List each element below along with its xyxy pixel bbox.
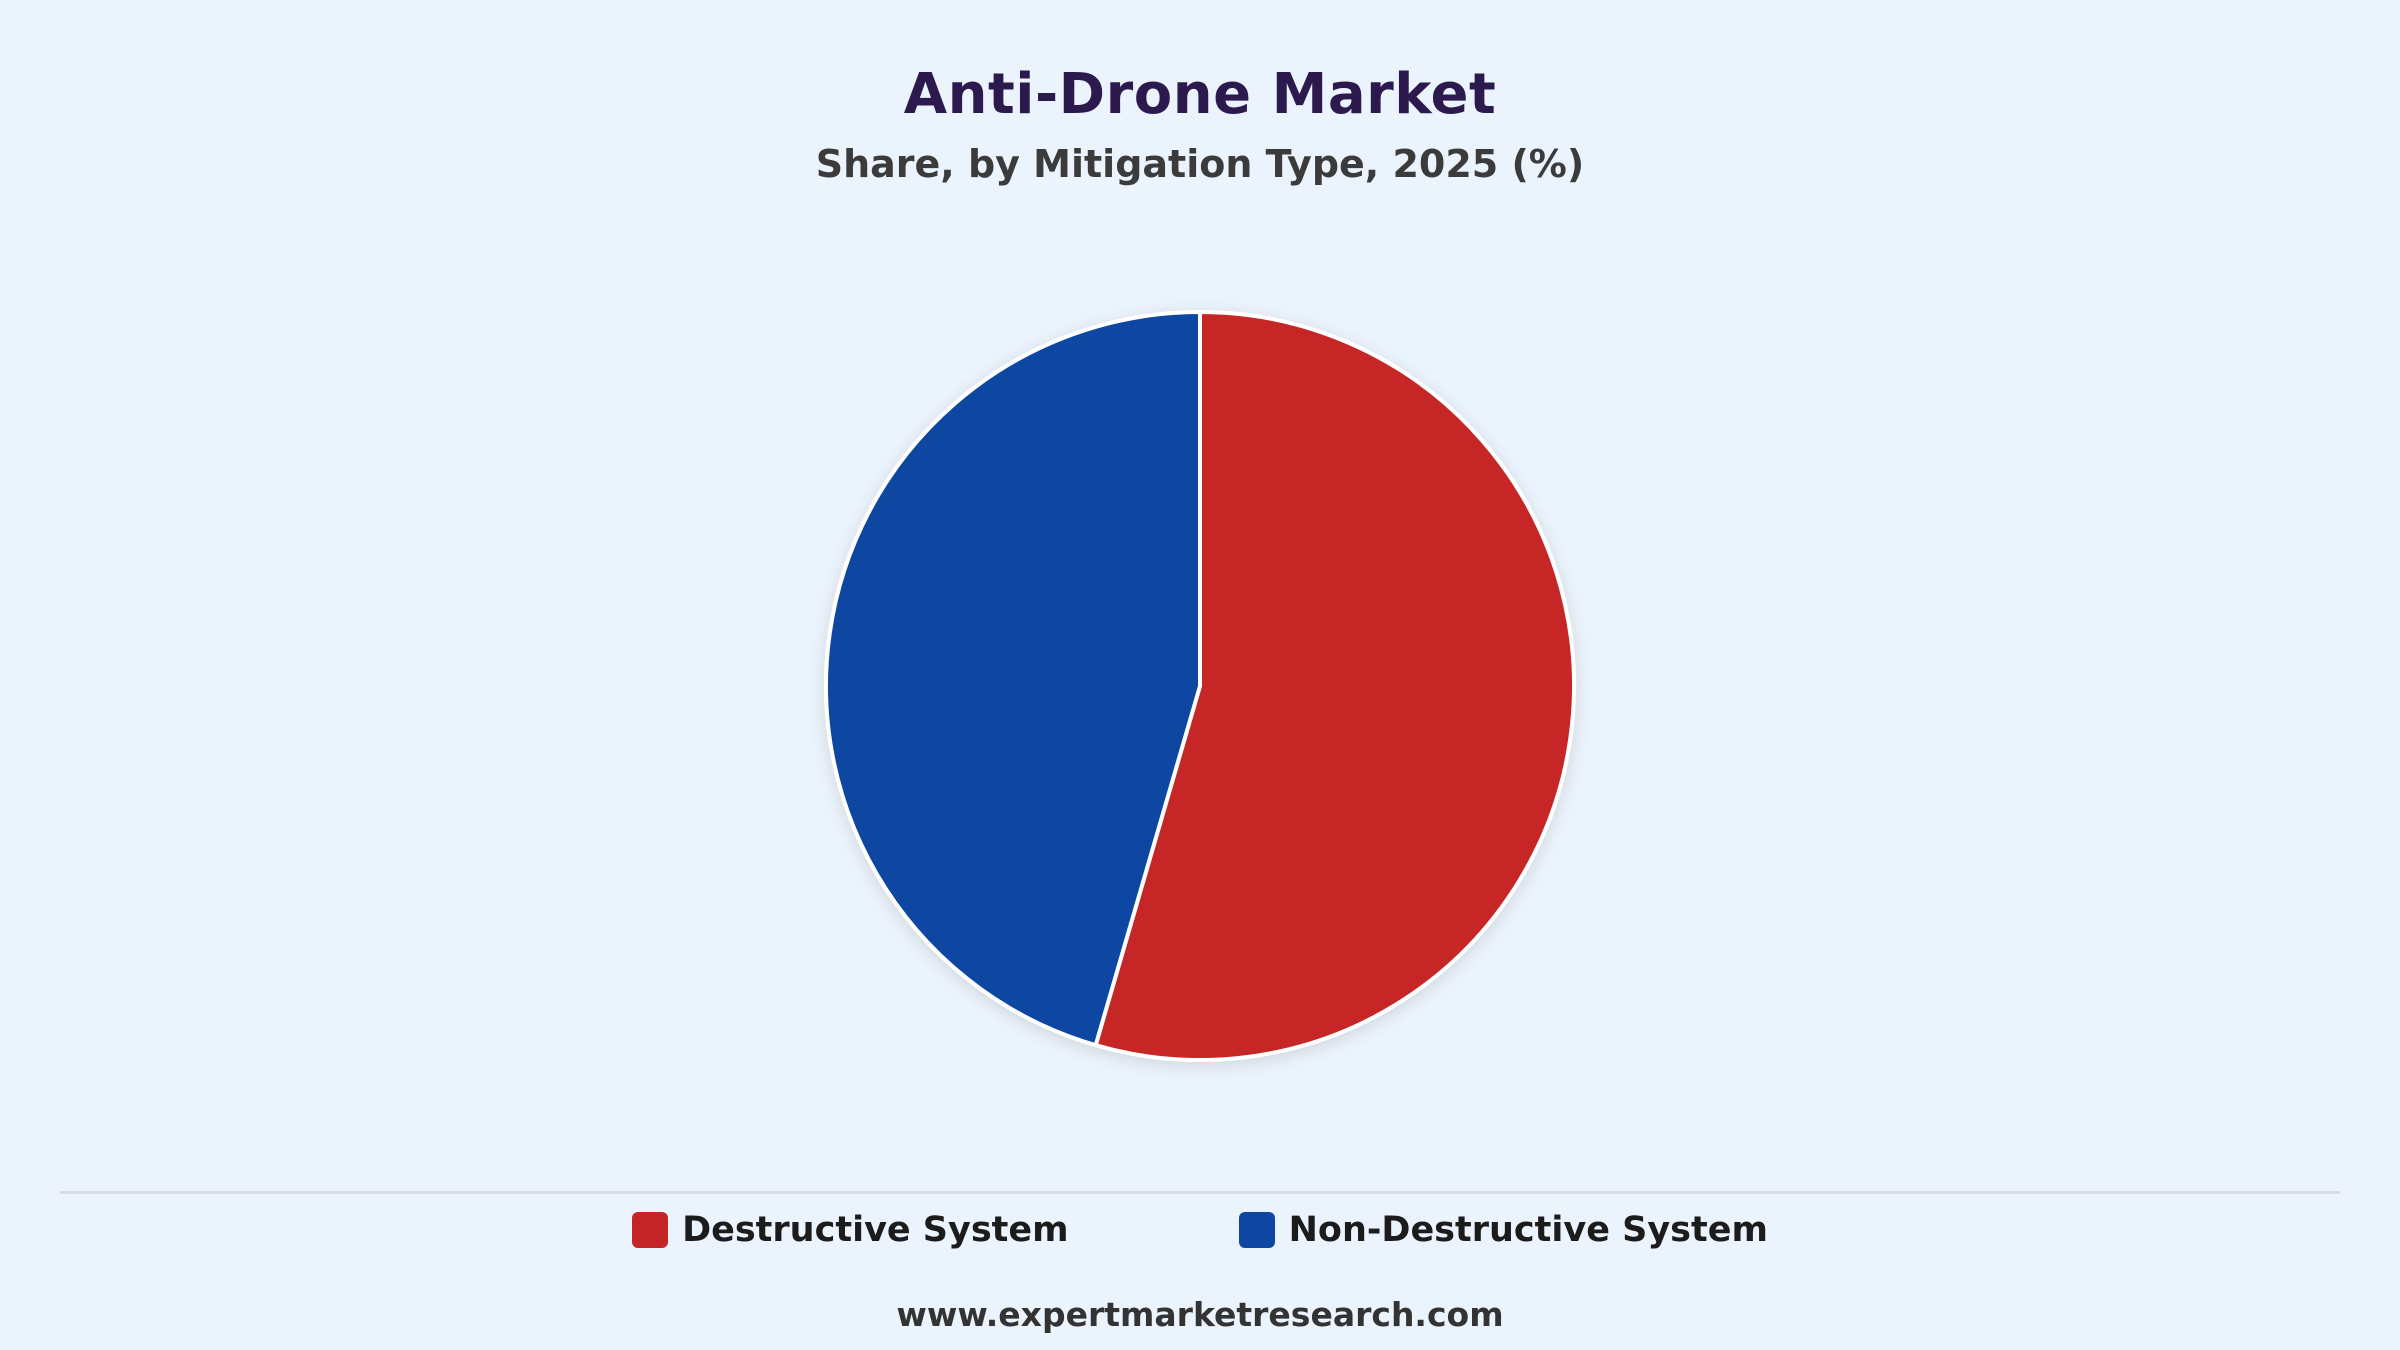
legend-label-destructive: Destructive System (682, 1210, 1069, 1250)
legend-swatch-destructive (632, 1212, 669, 1248)
legend-item-non-destructive[interactable]: Non-Destructive System (1238, 1210, 1768, 1250)
legend-label-non-destructive: Non-Destructive System (1288, 1210, 1768, 1250)
source-footer: www.expertmarketresearch.com (896, 1295, 1504, 1334)
chart-subtitle: Share, by Mitigation Type, 2025 (%) (815, 142, 1585, 186)
legend: Destructive System Non-Destructive Syste… (0, 1208, 2400, 1252)
pie-slices (824, 310, 1576, 1062)
legend-item-destructive[interactable]: Destructive System (632, 1210, 1069, 1250)
chart-title: Anti-Drone Market (903, 62, 1497, 127)
legend-divider (60, 1191, 2340, 1194)
pie-slice-non-destructive-system[interactable] (824, 310, 1202, 1048)
pie-slice-destructive-system[interactable] (1093, 310, 1576, 1062)
legend-swatch-non-destructive (1238, 1212, 1275, 1248)
